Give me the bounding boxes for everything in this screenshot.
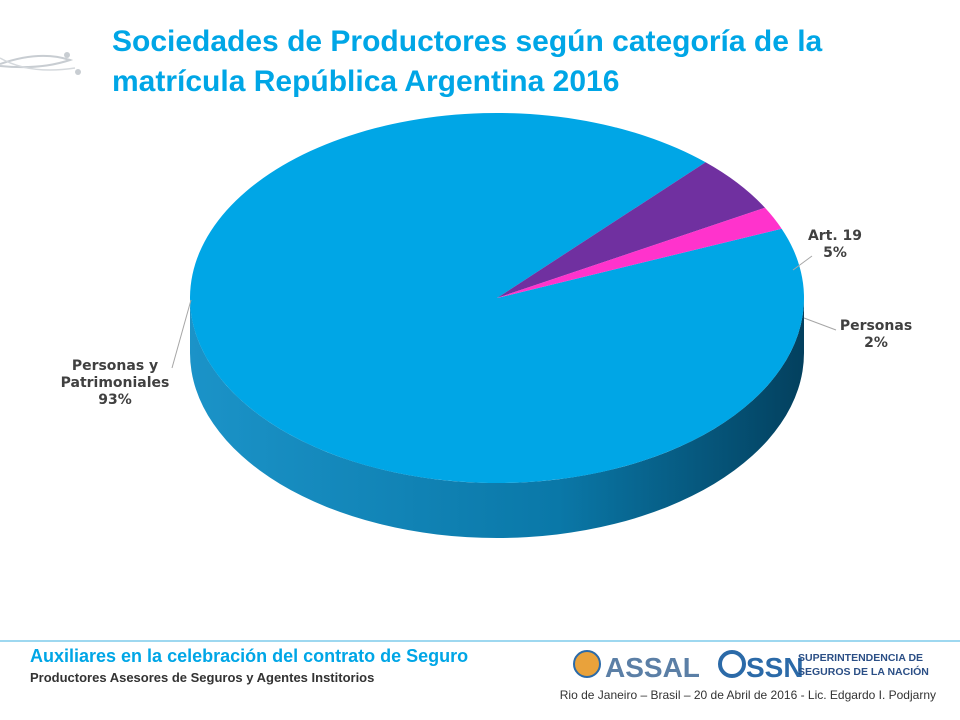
- data-label: Personas y Patrimoniales 93%: [45, 358, 185, 409]
- slice-side: [190, 298, 804, 538]
- decoration: [0, 54, 74, 69]
- category-label: Personas: [839, 318, 913, 334]
- logo-icon: [573, 650, 601, 678]
- logo-text: SSN: [746, 652, 804, 683]
- footer-subheading: Productores Asesores de Seguros y Agente…: [30, 670, 375, 685]
- value-label: 5%: [823, 245, 847, 261]
- decoration: [75, 69, 81, 75]
- slice: [189, 112, 804, 483]
- slice: [497, 162, 765, 298]
- slice: [497, 207, 782, 298]
- value-label: 93%: [98, 392, 132, 408]
- logo-icon: [718, 650, 746, 678]
- decoration: [64, 52, 70, 58]
- chart-title: Sociedades de Productores según categorí…: [112, 25, 823, 98]
- leader-line: [171, 299, 192, 369]
- logo-text: SEGUROS DE LA NACIÓN: [798, 665, 929, 678]
- logo-text: ASSAL: [605, 652, 700, 683]
- category-label: Personas y Patrimoniales: [60, 358, 170, 391]
- data-label: Art. 19 5%: [790, 228, 880, 262]
- leader-line: [792, 255, 813, 271]
- value-label: 2%: [864, 335, 888, 351]
- logo-text: SUPERINTENDENCIA DE: [798, 652, 923, 664]
- footer-credit: Rio de Janeiro – Brasil – 20 de Abril de…: [559, 688, 936, 702]
- leader-line: [803, 317, 837, 331]
- decoration: [0, 57, 76, 71]
- footer-heading: Auxiliares en la celebración del contrat…: [30, 646, 469, 666]
- category-label: Art. 19: [807, 228, 863, 244]
- data-label: Personas 2%: [826, 318, 926, 352]
